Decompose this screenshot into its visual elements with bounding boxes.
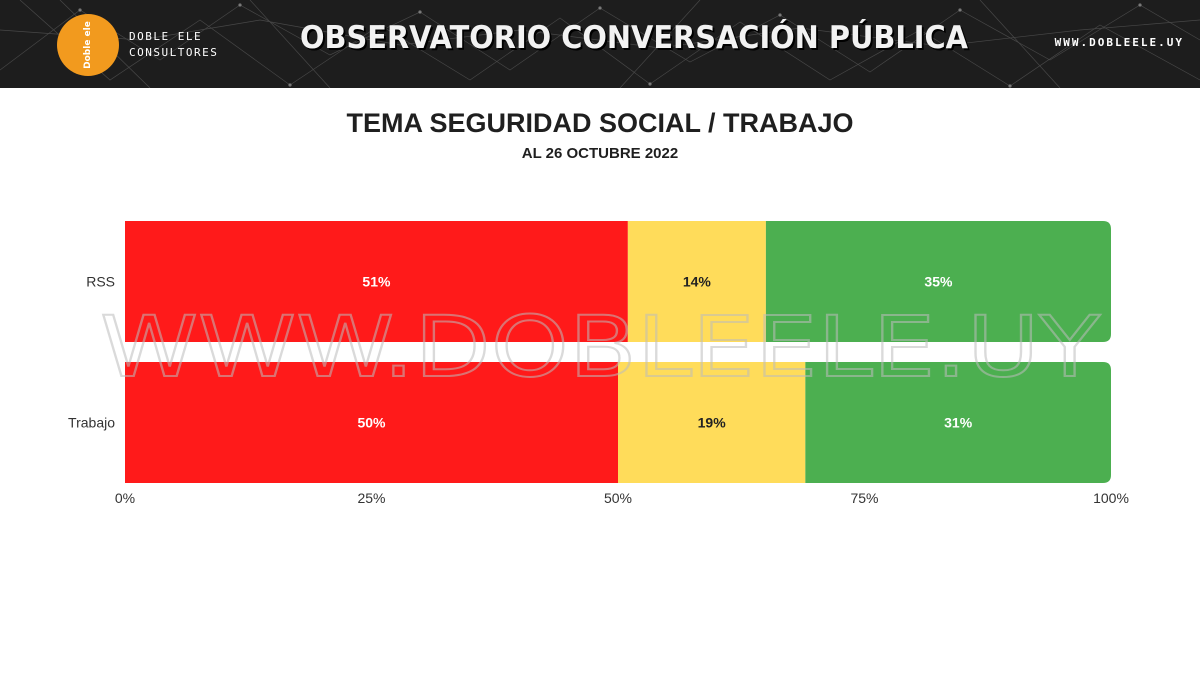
data-label: 31% (944, 415, 973, 431)
data-label: 19% (698, 415, 727, 431)
x-tick-label: 0% (115, 490, 135, 506)
x-tick-label: 25% (357, 490, 385, 506)
data-label: 14% (683, 274, 712, 290)
x-tick-label: 75% (850, 490, 878, 506)
watermark-text: WWW.DOBLEELE.UY (100, 298, 1101, 396)
data-label: 35% (924, 274, 953, 290)
banner-url: WWW.DOBLEELE.UY (1054, 36, 1184, 49)
network-background-graphic (0, 0, 1200, 88)
header-banner: Doble ele DOBLE ELE CONSULTORES OBSERVAT… (0, 0, 1200, 88)
bar-segment (125, 221, 628, 342)
category-label: RSS (86, 274, 115, 290)
brand-name-line2: CONSULTORES (129, 46, 219, 59)
brand-logo: Doble ele (57, 14, 119, 76)
x-tick-label: 100% (1093, 490, 1129, 506)
bar-segment (627, 221, 766, 342)
data-label: 50% (357, 415, 386, 431)
chart-title: TEMA SEGURIDAD SOCIAL / TRABAJO (346, 108, 854, 138)
banner-title: OBSERVATORIO CONVERSACIÓN PÚBLICA (300, 20, 968, 56)
bar-segment (765, 221, 1111, 342)
data-label: 51% (362, 274, 391, 290)
category-label: Trabajo (68, 415, 115, 431)
bar-segment (125, 362, 618, 483)
bar-segment (805, 362, 1111, 483)
x-tick-label: 50% (604, 490, 632, 506)
chart-subtitle: AL 26 OCTUBRE 2022 (521, 145, 679, 162)
bar-segment (618, 362, 806, 483)
brand-name-line1: DOBLE ELE (129, 30, 203, 43)
brand-name: DOBLE ELE CONSULTORES (129, 29, 218, 61)
